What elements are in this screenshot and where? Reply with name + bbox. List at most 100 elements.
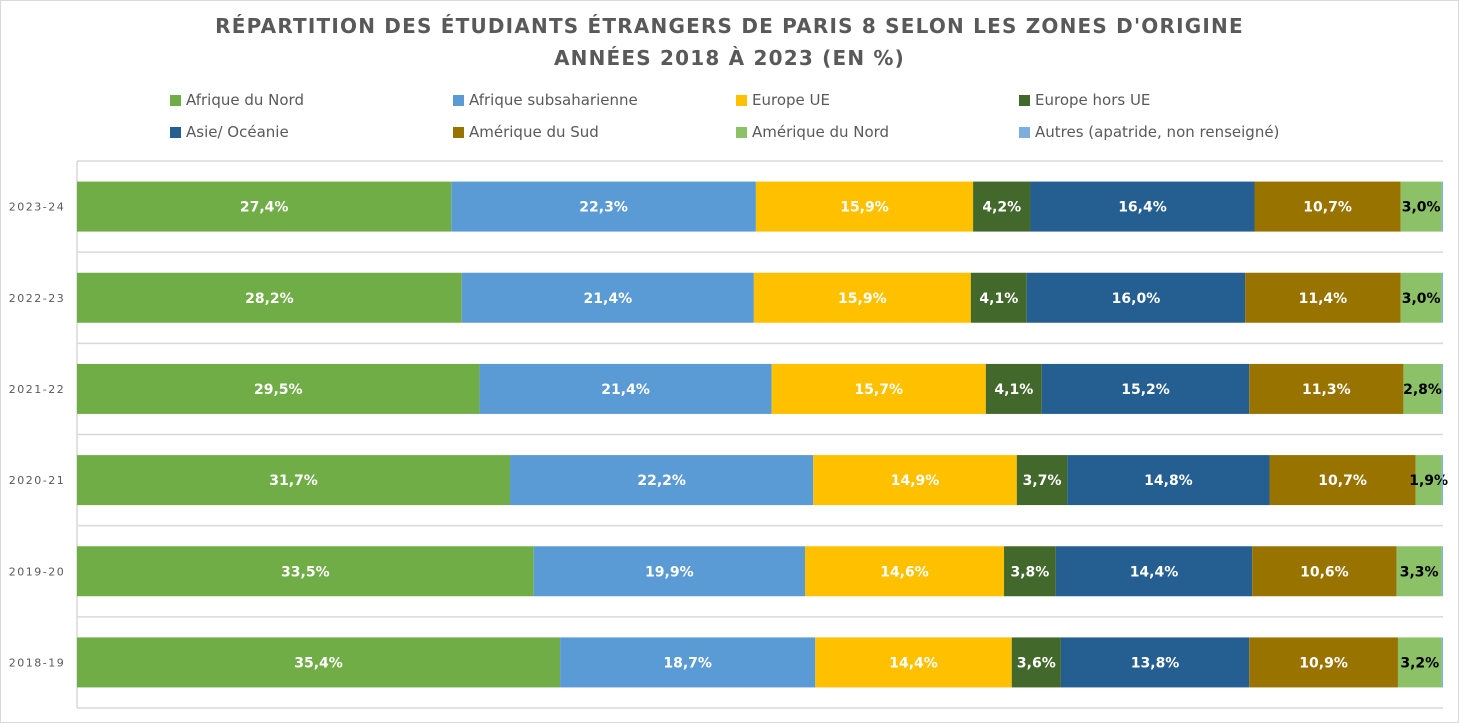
bar-segment	[1011, 637, 1061, 688]
data-label: 15,7%	[854, 382, 903, 398]
legend-label: Autres (apatride, non renseigné)	[1035, 123, 1280, 141]
data-label: 3,3%	[1400, 564, 1439, 580]
legend-swatch	[736, 94, 747, 106]
bar-segment	[1397, 637, 1442, 688]
bar-segment	[1415, 455, 1442, 506]
bar-segment	[461, 272, 754, 323]
bar-segment	[1441, 181, 1443, 232]
bar-segment	[1055, 546, 1253, 597]
data-label: 21,4%	[584, 291, 633, 307]
legend-item: Amérique du Sud	[453, 123, 599, 141]
legend-item: Asie/ Océanie	[170, 123, 289, 141]
y-tick-label: 2021-22	[9, 383, 65, 396]
bar-segment	[1400, 181, 1442, 232]
legend-label: Europe UE	[752, 91, 830, 109]
data-label: 1,9%	[1409, 473, 1448, 489]
bar-segment	[560, 637, 816, 688]
data-label: 27,4%	[240, 200, 289, 216]
data-label: 2,8%	[1403, 382, 1442, 398]
data-label: 10,7%	[1303, 200, 1352, 216]
data-label: 4,1%	[994, 382, 1033, 398]
legend-swatch	[736, 126, 747, 138]
bar-segment	[77, 181, 452, 232]
data-label: 29,5%	[254, 382, 303, 398]
bar-segment	[77, 272, 462, 323]
legend-swatch	[170, 94, 181, 106]
legend-swatch	[1019, 94, 1030, 106]
data-label: 14,9%	[891, 473, 940, 489]
legend-item: Amérique du Nord	[736, 123, 889, 141]
data-label: 3,8%	[1011, 564, 1050, 580]
bar-segment	[1026, 272, 1246, 323]
bar-segment	[479, 363, 772, 414]
data-label: 14,4%	[889, 655, 938, 671]
bar-segment	[1400, 272, 1442, 323]
data-label: 10,6%	[1300, 564, 1349, 580]
bar-segment	[77, 637, 561, 688]
data-label: 31,7%	[269, 473, 318, 489]
bar-segment	[1441, 272, 1443, 323]
bar-segment	[973, 181, 1031, 232]
y-tick-label: 2023-24	[9, 201, 65, 214]
bar-segment	[970, 272, 1027, 323]
legend-swatch	[453, 126, 464, 138]
y-tick-label: 2022-23	[9, 292, 65, 305]
bar-segment	[1254, 181, 1401, 232]
bar-segment	[1004, 546, 1056, 597]
data-label: 3,0%	[1402, 200, 1441, 216]
data-label: 3,2%	[1400, 655, 1439, 671]
bar-segment	[510, 455, 814, 506]
bar-segment	[77, 546, 534, 597]
bar-segment	[1016, 455, 1068, 506]
bar-segment	[1441, 455, 1443, 506]
legend-item: Afrique du Nord	[170, 91, 304, 109]
bar-segment	[771, 363, 986, 414]
legend-label: Amérique du Nord	[752, 123, 890, 141]
data-label: 4,1%	[979, 291, 1018, 307]
data-label: 14,8%	[1144, 473, 1193, 489]
bar-segment	[1249, 637, 1398, 688]
data-label: 16,0%	[1112, 291, 1161, 307]
data-label: 15,2%	[1121, 382, 1170, 398]
bar-segment	[533, 546, 805, 597]
bar-segment	[753, 272, 971, 323]
data-label: 13,8%	[1131, 655, 1180, 671]
bar-segment	[1403, 363, 1442, 414]
bar-segment	[804, 546, 1005, 597]
bar-segment	[1060, 637, 1250, 688]
data-label: 10,9%	[1299, 655, 1348, 671]
legend-label: Afrique subsaharienne	[469, 91, 638, 109]
bar-segment	[1441, 637, 1443, 688]
data-label: 15,9%	[838, 291, 887, 307]
bar-segment	[77, 363, 480, 414]
legend-label: Amérique du Sud	[469, 123, 599, 141]
y-tick-label: 2018-19	[9, 656, 65, 669]
data-label: 21,4%	[601, 382, 650, 398]
data-label: 22,3%	[579, 200, 628, 216]
data-label: 14,6%	[880, 564, 929, 580]
data-label: 4,2%	[982, 200, 1021, 216]
bar-segment	[1252, 546, 1397, 597]
chart-subtitle: ANNÉES 2018 À 2023 (EN %)	[553, 46, 906, 70]
data-label: 11,4%	[1299, 291, 1348, 307]
data-label: 15,9%	[840, 200, 889, 216]
data-label: 14,4%	[1130, 564, 1179, 580]
data-label: 22,2%	[637, 473, 686, 489]
y-tick-label: 2019-20	[9, 565, 65, 578]
bar-segment	[815, 637, 1012, 688]
data-label: 18,7%	[663, 655, 712, 671]
data-label: 3,7%	[1023, 473, 1062, 489]
bar-segment	[1441, 546, 1443, 597]
data-label: 10,7%	[1318, 473, 1367, 489]
bar-segment	[755, 181, 974, 232]
legend-item: Europe hors UE	[1019, 91, 1150, 109]
y-tick-label: 2020-21	[9, 474, 65, 487]
bar-segment	[1245, 272, 1401, 323]
chart-title: RÉPARTITION DES ÉTUDIANTS ÉTRANGERS DE P…	[215, 14, 1244, 38]
legend-item: Autres (apatride, non renseigné)	[1019, 123, 1279, 141]
bar-segment	[451, 181, 756, 232]
legend-label: Asie/ Océanie	[186, 123, 289, 141]
bar-segment	[1249, 363, 1404, 414]
bar-segment	[1441, 363, 1443, 414]
data-label: 33,5%	[281, 564, 330, 580]
